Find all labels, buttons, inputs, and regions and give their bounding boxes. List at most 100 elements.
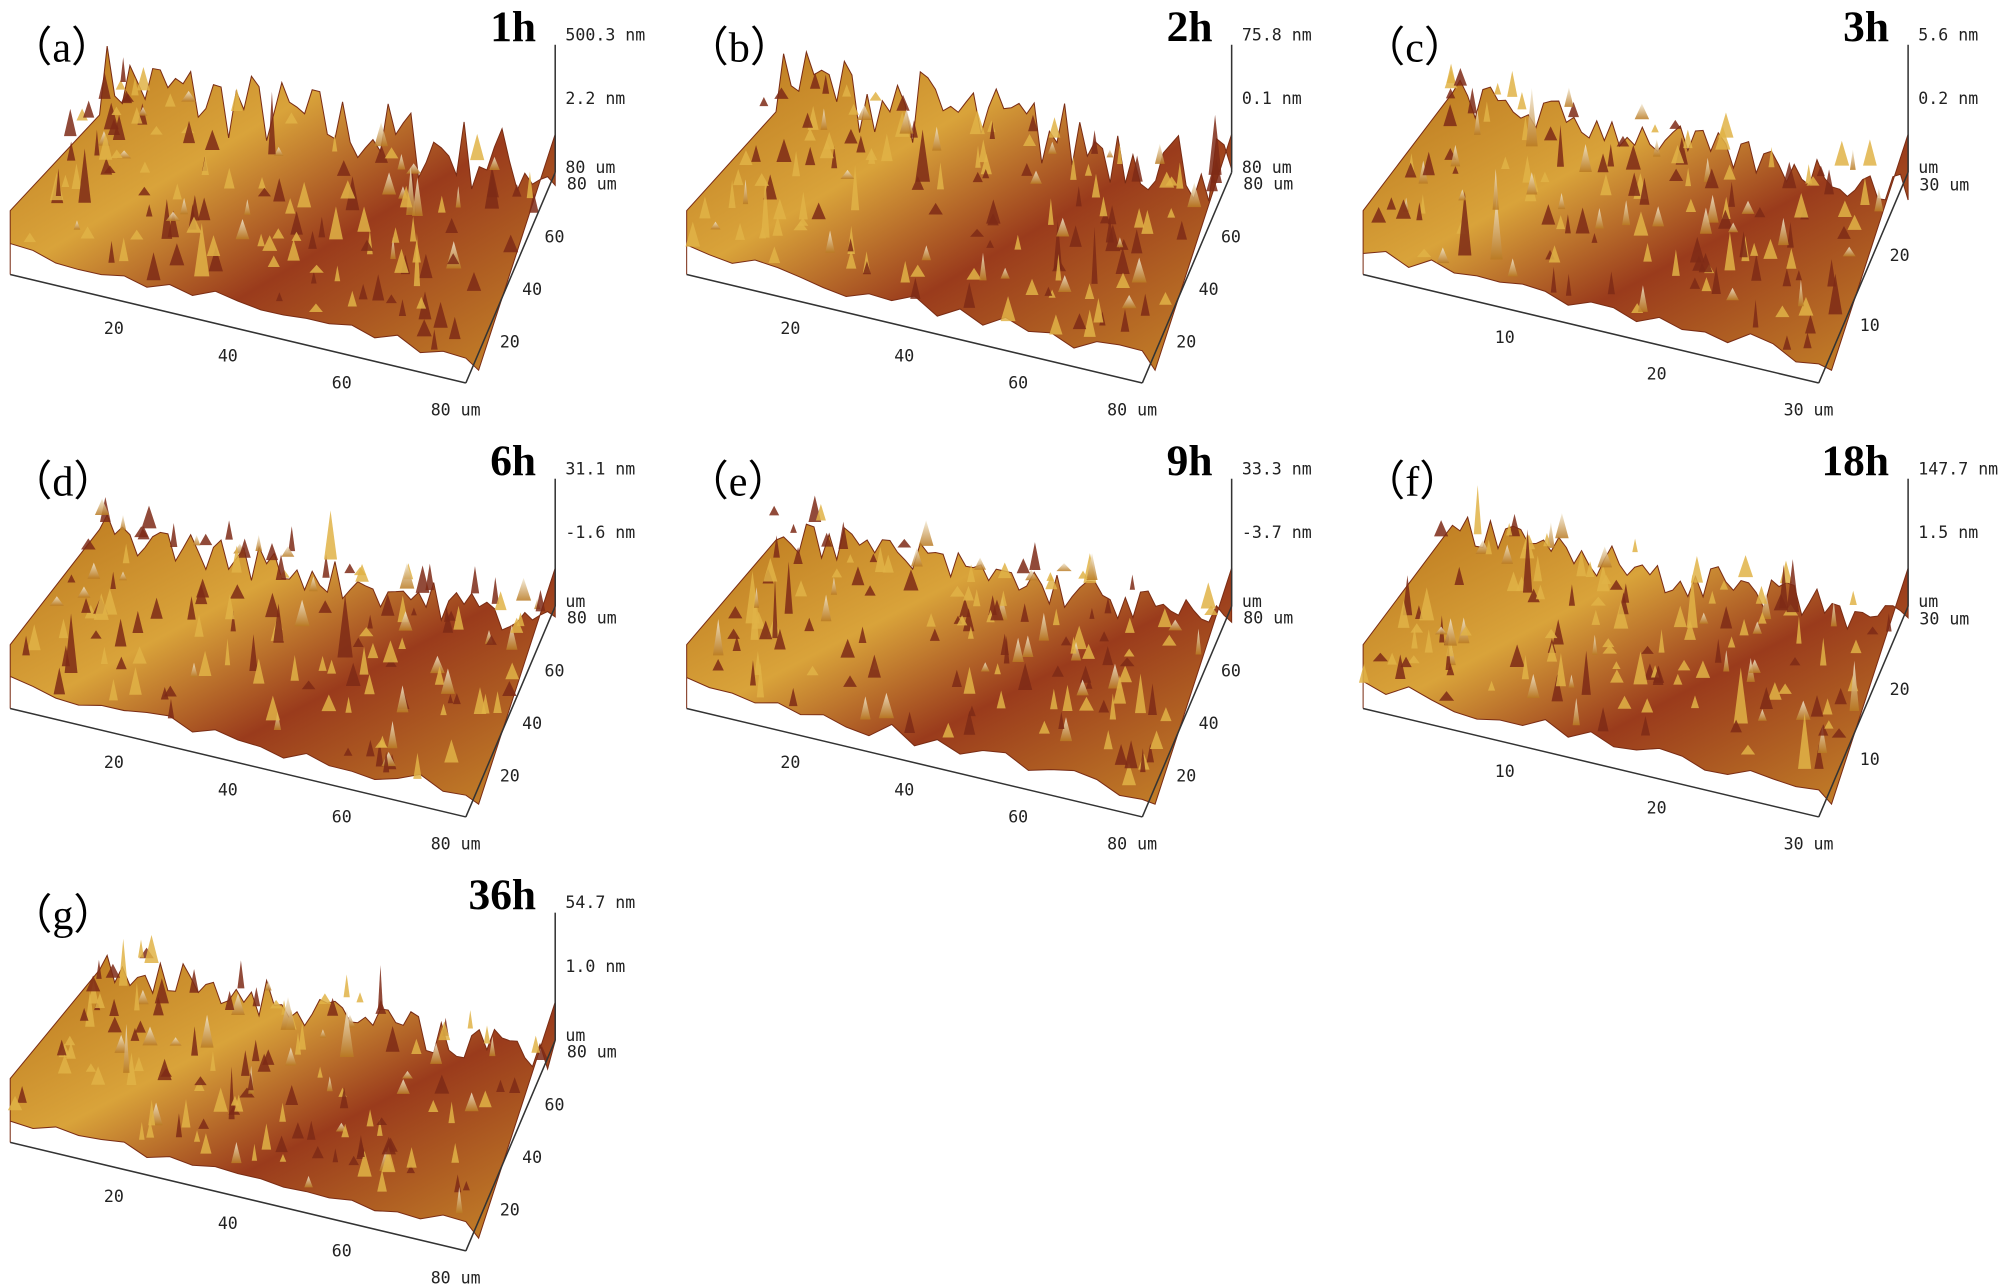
surface-peak: [966, 564, 976, 583]
surface-peak: [1760, 591, 1772, 620]
surface-peak: [773, 535, 780, 558]
surface-peak: [1768, 682, 1782, 700]
surface-peak: [272, 228, 285, 239]
surface-peak: [169, 1037, 182, 1046]
surface-peak: [1828, 273, 1843, 315]
surface-peak: [1120, 309, 1130, 332]
surface-peak: [1556, 124, 1564, 167]
surface-peak: [967, 626, 974, 639]
surface-peak: [742, 179, 749, 205]
surface-peak: [230, 610, 236, 632]
surface-peak: [1458, 190, 1472, 256]
surface-peak: [398, 637, 406, 650]
surface-peak: [1118, 665, 1132, 683]
surface-peak: [57, 1054, 72, 1074]
surface-peak: [348, 1155, 359, 1166]
x-tick-label: 60: [1008, 373, 1028, 392]
surface-peak: [932, 126, 942, 151]
surface-peak: [1492, 168, 1499, 210]
surface-peak: [864, 585, 876, 596]
surface-peak: [396, 685, 409, 713]
surface-peak: [846, 249, 857, 269]
surface-peak: [1208, 114, 1222, 175]
surface-peak: [413, 752, 422, 779]
surface-peak: [138, 939, 144, 958]
surface-peak: [1372, 652, 1388, 662]
surface-peak: [231, 545, 242, 573]
surface-peak: [1738, 555, 1754, 578]
surface-peak: [753, 587, 760, 608]
surface-peak: [189, 969, 199, 993]
surface-peak: [1091, 130, 1099, 154]
surface-peak: [1778, 683, 1792, 694]
surface-peak: [793, 547, 803, 565]
surface-peak: [1641, 645, 1654, 654]
surface-peak: [921, 245, 932, 261]
surface-peak: [190, 662, 198, 678]
y-tick-label: 40: [522, 280, 542, 299]
surface-peak: [257, 1053, 271, 1072]
surface-peak: [1798, 279, 1804, 307]
surface-peak: [489, 156, 500, 171]
surface-peak: [1866, 626, 1879, 635]
surface-peak: [94, 129, 100, 156]
surface-peak: [505, 662, 520, 680]
surface-peak: [265, 695, 281, 721]
surface-peak: [1386, 197, 1397, 210]
z-tick-label: um: [1918, 592, 1938, 611]
surface-peak: [942, 722, 955, 738]
surface-peak: [1016, 558, 1030, 574]
panel-label: （b）: [687, 24, 792, 71]
surface-peak: [1727, 636, 1736, 648]
surface-peak: [318, 216, 326, 238]
surface-peak: [1564, 87, 1574, 107]
surface-peak: [238, 538, 251, 558]
surface-peak: [77, 586, 91, 598]
y-tick-label: 10: [1860, 316, 1880, 335]
surface-peak: [1698, 252, 1713, 273]
surface-peak: [1085, 678, 1093, 689]
y-tick-label: 60: [545, 1095, 565, 1114]
surface-peak: [1849, 660, 1860, 712]
y-tick-label: 20: [1176, 333, 1196, 352]
surface-peak: [285, 198, 296, 214]
surface-peak: [1706, 194, 1719, 223]
surface-peak: [1490, 197, 1503, 260]
surface-peak: [994, 663, 1001, 675]
x-tick-label: 20: [104, 319, 124, 338]
surface-peak: [252, 987, 261, 1007]
surface-peak: [882, 554, 894, 573]
surface-peak: [181, 1099, 191, 1128]
surface-peak: [756, 662, 765, 698]
time-label: 9h: [1167, 437, 1213, 485]
surface-peak: [1775, 305, 1790, 318]
surface-peak: [1555, 513, 1569, 539]
y-tick-label: 60: [545, 661, 565, 680]
surface-peak: [1148, 683, 1157, 715]
surface-peak: [419, 253, 433, 279]
surface-peak: [231, 88, 243, 112]
surface-peak: [1625, 144, 1641, 170]
surface-peak: [1099, 196, 1108, 217]
surface-peak: [1047, 198, 1054, 225]
y-axis: [465, 606, 556, 818]
surface-peak: [1602, 644, 1617, 654]
surface-peak: [1200, 582, 1216, 609]
surface-peak: [148, 1099, 156, 1126]
surface-peak: [910, 264, 926, 277]
surface-peak: [309, 264, 324, 273]
surface-peak: [1831, 728, 1847, 738]
surface-peak: [372, 274, 385, 301]
x-axis: [10, 1141, 467, 1252]
surface-peak: [328, 206, 343, 240]
surface-peak: [385, 658, 397, 667]
surface-peak: [160, 1067, 172, 1077]
surface-peak: [869, 91, 882, 101]
surface-peak: [310, 270, 317, 284]
surface-peak: [193, 1130, 201, 1142]
y-axis: [1141, 172, 1233, 384]
z-tick-label: um: [565, 592, 585, 611]
surface-peak: [1091, 227, 1098, 284]
z-tick-label: 2.2 nm: [565, 89, 625, 108]
